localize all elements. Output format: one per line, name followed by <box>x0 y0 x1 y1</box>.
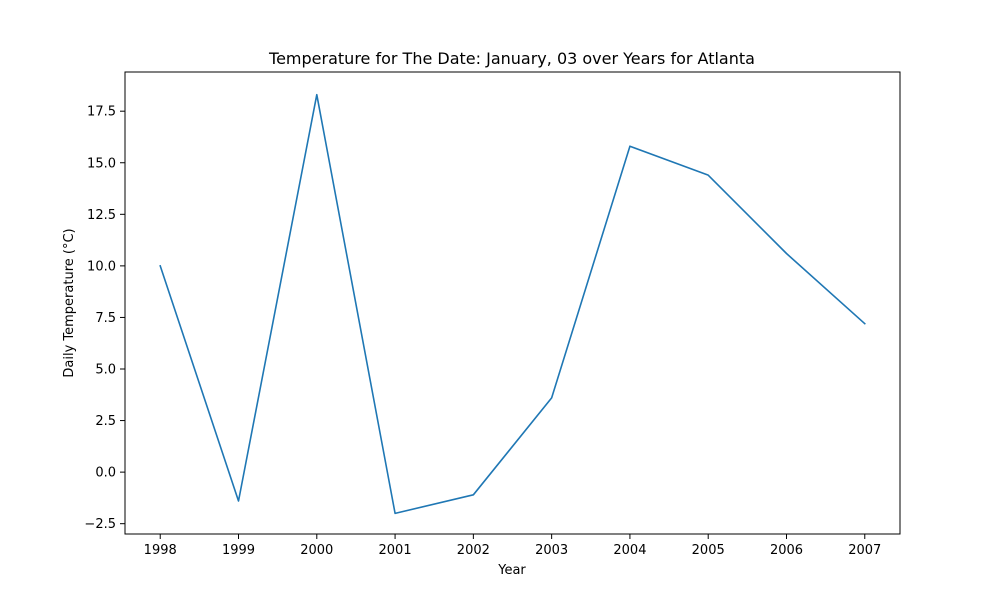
chart-title: Temperature for The Date: January, 03 ov… <box>268 49 755 68</box>
y-axis-label: Daily Temperature (°C) <box>62 228 77 377</box>
x-tick-label: 2006 <box>770 543 803 558</box>
y-tick-label: 17.5 <box>87 105 116 120</box>
plot-frame <box>124 71 901 535</box>
x-tick-label: 2003 <box>535 543 568 558</box>
y-tick-label: 10.0 <box>87 259 116 274</box>
x-tick-label: 2001 <box>379 543 412 558</box>
y-tick-label: 7.5 <box>95 311 116 326</box>
y-tick-label: 5.0 <box>95 363 116 378</box>
plot-area <box>159 93 866 515</box>
y-tick-label: 0.0 <box>95 466 116 481</box>
y-axis: −2.5 0.0 2.5 5.0 7.5 10.0 12.5 15.0 17.5 <box>84 105 125 532</box>
x-axis-label: Year <box>497 563 526 578</box>
x-tick-label: 2000 <box>300 543 333 558</box>
y-tick-label: 2.5 <box>95 414 116 429</box>
series-line <box>159 93 866 515</box>
x-tick-label: 2004 <box>613 543 646 558</box>
x-axis: 1998 1999 2000 2001 2002 2003 2004 2005 2006 2007 <box>144 534 881 558</box>
y-tick-label: 15.0 <box>87 156 116 171</box>
x-tick-label: 2007 <box>848 543 881 558</box>
x-tick-label: 1999 <box>222 543 255 558</box>
x-tick-label: 2005 <box>692 543 725 558</box>
y-tick-label: −2.5 <box>84 517 116 532</box>
y-tick-label: 12.5 <box>87 208 116 223</box>
x-tick-label: 2002 <box>457 543 490 558</box>
x-tick-label: 1998 <box>144 543 177 558</box>
